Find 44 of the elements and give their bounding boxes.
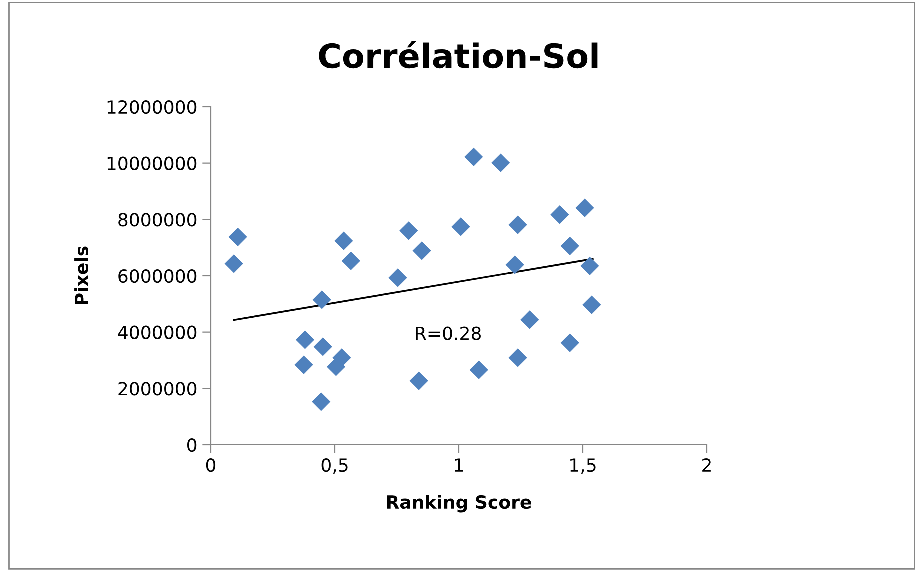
point — [576, 198, 594, 218]
point — [492, 154, 510, 172]
y-tick-label: 2000000 — [118, 382, 197, 396]
chart-title: Corrélation-Sol — [319, 41, 598, 69]
point — [470, 360, 488, 380]
x-tick-label: 1,5 — [570, 458, 596, 474]
point — [224, 254, 244, 274]
x-tick-label: 0 — [206, 458, 216, 472]
point — [464, 148, 484, 166]
y-tick-label: 8000000 — [118, 213, 197, 227]
y-axis-title: Pixels — [74, 246, 89, 304]
annotation: R=0.28 — [416, 326, 481, 340]
point — [508, 216, 528, 234]
point — [560, 236, 580, 256]
point — [400, 222, 418, 240]
y-tick-label: 10000000 — [108, 156, 197, 170]
point — [550, 206, 570, 224]
point — [388, 268, 408, 288]
point — [312, 290, 332, 310]
point — [228, 228, 248, 246]
y-tick-label: 12000000 — [108, 100, 197, 114]
point — [312, 392, 331, 412]
point — [332, 348, 352, 368]
point — [582, 296, 602, 314]
point — [520, 310, 540, 330]
x-tick-label: 0,5 — [322, 458, 348, 474]
point — [296, 330, 315, 350]
point — [508, 348, 528, 368]
x-tick-label: 1 — [455, 458, 464, 472]
point — [452, 218, 470, 236]
point — [294, 356, 314, 374]
x-axis-title: Ranking Score — [387, 495, 532, 513]
point — [314, 338, 332, 356]
point — [334, 232, 354, 250]
point — [410, 372, 428, 390]
point — [560, 334, 580, 352]
y-tick-label: 6000000 — [118, 269, 197, 284]
point — [580, 256, 600, 276]
y-tick-label: 0 — [188, 438, 197, 452]
x-tick-label: 2 — [702, 458, 711, 472]
point — [506, 256, 524, 274]
point — [412, 242, 432, 260]
point — [342, 252, 360, 270]
y-tick-label: 4000000 — [118, 326, 197, 340]
